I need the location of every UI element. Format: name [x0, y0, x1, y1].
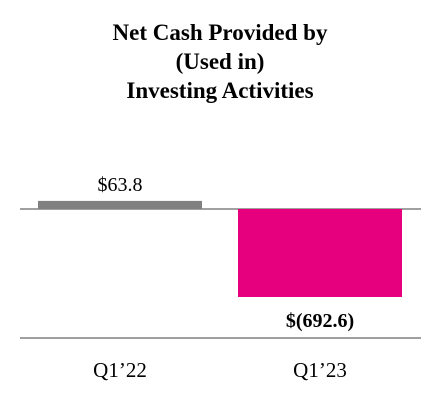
chart-title-line-2: (Used in) — [175, 49, 265, 74]
x-tick-label-q1-23: Q1’23 — [293, 358, 347, 382]
data-label-q1-23: $(692.6) — [286, 310, 354, 332]
bar-q1-23 — [238, 209, 402, 297]
x-tick-label-q1-22: Q1’22 — [93, 358, 147, 382]
bar-q1-22 — [38, 200, 202, 209]
chart-title-line-3: Investing Activities — [126, 78, 314, 103]
chart-title: Net Cash Provided by (Used in) Investing… — [0, 18, 440, 105]
data-label-q1-22: $63.8 — [98, 174, 143, 196]
chart-title-line-1: Net Cash Provided by — [112, 20, 328, 45]
